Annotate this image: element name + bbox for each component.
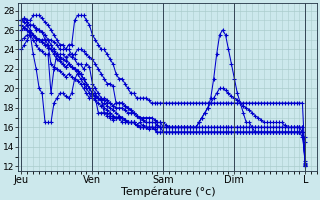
X-axis label: Température (°c): Température (°c) [121, 187, 215, 197]
